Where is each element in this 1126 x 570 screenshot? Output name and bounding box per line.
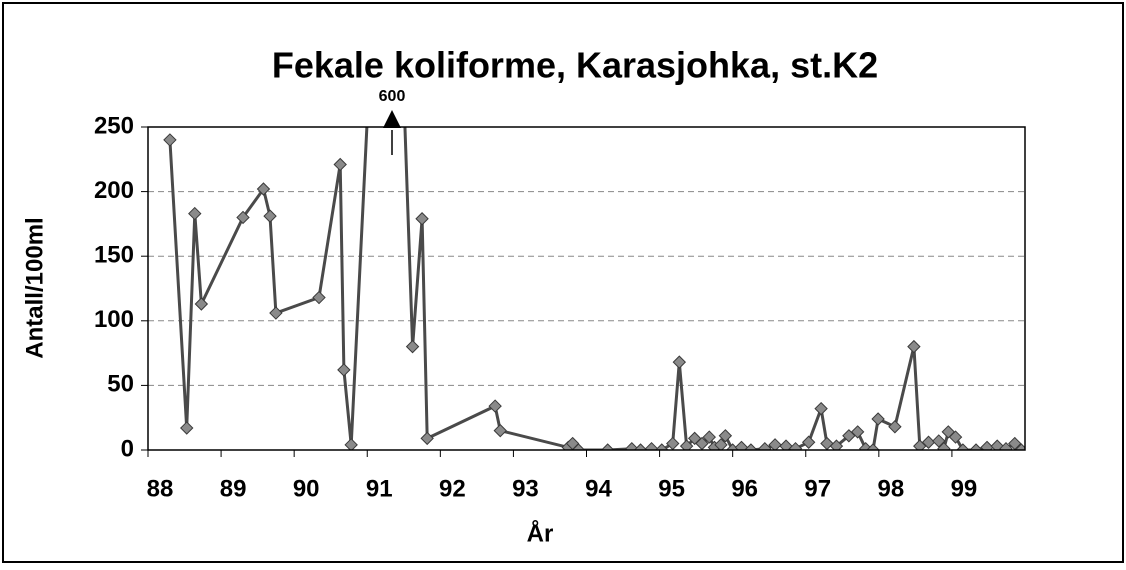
data-point	[256, 182, 271, 196]
data-point	[990, 439, 1004, 450]
data-point	[788, 442, 803, 450]
data-point	[194, 297, 209, 311]
x-tick-label: 94	[585, 475, 612, 502]
x-tick-label: 88	[147, 475, 174, 502]
data-point	[163, 133, 177, 147]
data-point	[625, 442, 639, 450]
data-point	[866, 443, 880, 450]
data-point	[888, 420, 902, 434]
data-point	[236, 210, 250, 225]
x-tick-label: 92	[439, 475, 466, 502]
x-tick-label: 93	[512, 475, 539, 502]
data-point	[907, 339, 921, 354]
data-point	[702, 430, 716, 444]
data-point	[600, 443, 615, 450]
data-point	[801, 435, 816, 449]
x-tick-label: 91	[366, 475, 393, 502]
data-point	[188, 206, 202, 221]
x-axis-label: År	[527, 519, 554, 547]
data-point	[344, 438, 358, 450]
y-tick-label: 0	[121, 435, 134, 462]
data-point	[415, 212, 429, 226]
data-point	[488, 399, 502, 413]
data-point	[850, 425, 865, 439]
data-point	[779, 439, 793, 450]
data-point	[980, 440, 994, 450]
data-point	[644, 442, 659, 450]
data-point	[1014, 443, 1025, 450]
x-tick-label: 99	[951, 475, 978, 502]
data-point	[333, 157, 347, 172]
data-point	[263, 209, 277, 223]
data-point	[714, 438, 728, 450]
chart-title: Fekale koliforme, Karasjohka, st.K2	[272, 45, 878, 86]
data-point	[571, 443, 586, 450]
data-point	[814, 401, 828, 416]
data-point	[269, 306, 283, 320]
data-point	[937, 442, 951, 450]
data-point	[337, 363, 351, 377]
data-point	[999, 442, 1013, 450]
data-point	[655, 443, 669, 450]
x-tick-label: 89	[220, 475, 247, 502]
data-point	[633, 443, 648, 450]
off-scale-value-label: 600	[379, 88, 406, 105]
data-point	[744, 443, 758, 450]
y-axis-label: Antall/100ml	[21, 217, 48, 358]
x-tick-label: 97	[804, 475, 831, 502]
data-point	[768, 438, 782, 450]
x-tick-label: 95	[658, 475, 685, 502]
data-point	[758, 442, 772, 450]
y-tick-label: 250	[94, 112, 134, 139]
data-point	[734, 440, 749, 450]
data-point	[420, 431, 434, 446]
data-point	[679, 439, 694, 450]
data-point	[871, 412, 885, 426]
data-point	[969, 443, 983, 450]
data-point	[718, 429, 733, 443]
data-point	[829, 439, 844, 450]
data-point	[956, 443, 970, 450]
data-point	[921, 435, 936, 449]
data-point	[405, 339, 420, 354]
y-tick-label: 150	[94, 242, 134, 269]
x-tick-label: 98	[877, 475, 904, 502]
y-tick-label: 50	[107, 371, 134, 398]
data-point	[180, 421, 194, 435]
data-point	[493, 423, 507, 438]
data-point	[932, 434, 946, 448]
x-tick-label: 90	[293, 475, 320, 502]
x-tick-label: 96	[731, 475, 758, 502]
data-point	[312, 290, 326, 305]
data-point	[948, 430, 963, 444]
arrow-head	[383, 110, 401, 128]
y-tick-label: 200	[94, 177, 134, 204]
y-tick-label: 100	[94, 306, 134, 333]
data-point	[672, 355, 687, 369]
